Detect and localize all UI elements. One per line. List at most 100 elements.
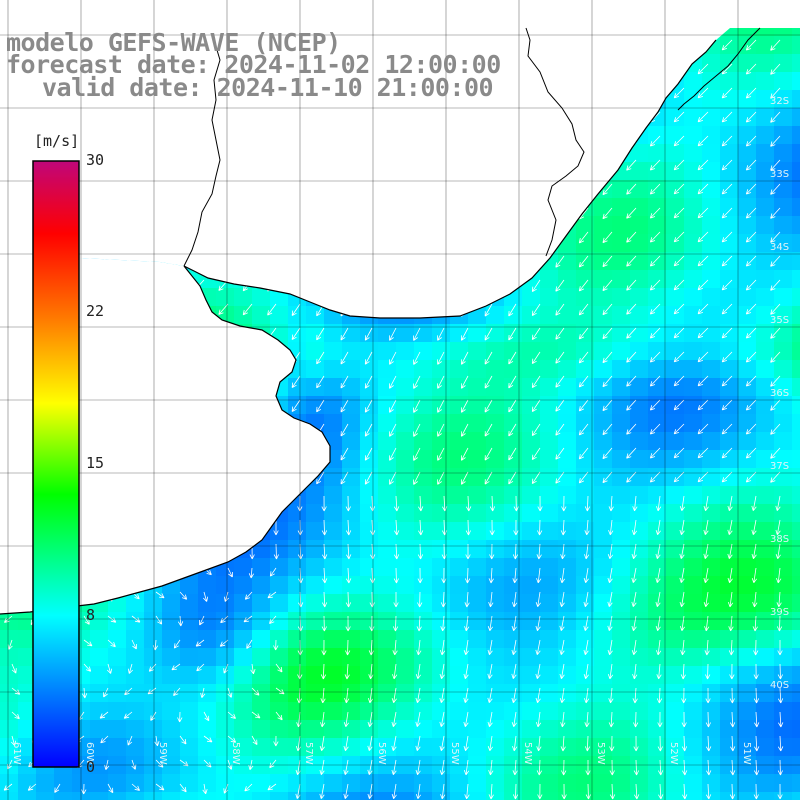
wind-arrow [364, 375, 373, 389]
wind-arrow [461, 351, 469, 365]
lat-label: 40S [770, 680, 789, 691]
wind-arrow [727, 519, 733, 535]
wind-arrow [391, 735, 397, 751]
wind-arrow [389, 327, 397, 341]
wind-arrow [673, 447, 685, 459]
wind-arrow [770, 207, 781, 219]
wind-arrow [703, 519, 709, 535]
wind-arrow [649, 423, 661, 435]
wind-arrow [107, 663, 113, 674]
wind-arrow [531, 327, 541, 341]
wind-arrow [537, 783, 543, 800]
wind-arrow [340, 399, 349, 413]
wind-arrow [463, 711, 469, 727]
wind-arrow [367, 711, 373, 728]
wind-arrow [364, 423, 373, 437]
wind-arrow [578, 447, 589, 460]
wind-arrow [585, 783, 591, 800]
wind-arrow [655, 519, 661, 536]
wind-arrow [227, 735, 237, 743]
wind-arrow [484, 351, 493, 365]
wind-arrow [413, 423, 421, 437]
wind-arrow [415, 711, 421, 727]
wind-arrow [319, 735, 325, 752]
wind-arrow [463, 735, 469, 752]
wind-arrow [536, 735, 542, 752]
wind-arrow [752, 591, 758, 608]
wind-arrow [745, 351, 757, 363]
wind-arrow [555, 375, 565, 388]
wind-arrow [461, 375, 469, 389]
wind-arrow [770, 231, 781, 243]
wind-arrow [745, 423, 757, 435]
wind-arrow [251, 687, 260, 696]
wind-arrow [203, 735, 213, 743]
wind-arrow [770, 471, 781, 483]
wind-arrow [489, 495, 496, 512]
colorbar [32, 160, 80, 768]
wind-arrow [340, 375, 349, 389]
lat-label: 38S [770, 534, 789, 545]
wind-arrow [319, 783, 325, 799]
wind-arrow [345, 639, 351, 656]
wind-arrow [649, 471, 661, 483]
wind-arrow [250, 663, 256, 675]
wind-arrow [440, 783, 446, 800]
wind-arrow [745, 135, 757, 147]
wind-arrow [777, 663, 783, 680]
wind-arrow [649, 255, 661, 267]
wind-arrow [679, 567, 685, 583]
wind-arrow [555, 399, 565, 412]
wind-arrow [227, 567, 233, 578]
wind-arrow [631, 567, 637, 583]
wind-arrow [673, 303, 685, 315]
wind-arrow [745, 111, 757, 123]
wind-arrow [364, 351, 373, 365]
wind-arrow [267, 303, 277, 316]
wind-arrow [367, 783, 373, 800]
wind-arrow [321, 519, 328, 536]
wind-arrow [316, 327, 325, 341]
wind-arrow [439, 639, 446, 656]
wind-arrow [697, 351, 709, 363]
wind-arrow [439, 735, 445, 752]
wind-arrow [218, 303, 229, 315]
wind-arrow [681, 711, 687, 728]
wind-arrow [704, 639, 710, 656]
wind-arrow [488, 567, 494, 584]
wind-arrow [631, 591, 637, 607]
lagoon-outline [677, 27, 761, 111]
wind-arrow [437, 351, 445, 365]
wind-arrow [560, 711, 566, 728]
wind-arrow [393, 567, 399, 584]
wind-arrow [602, 183, 613, 196]
wind-arrow [578, 471, 589, 484]
wind-arrow [227, 687, 233, 698]
wind-arrow [657, 711, 663, 728]
wind-arrow [535, 591, 541, 608]
wind-arrow [512, 543, 519, 560]
wind-arrow [681, 687, 687, 704]
wind-arrow [626, 183, 637, 195]
wind-arrow [697, 207, 709, 219]
colorbar-tick-8: 8 [86, 606, 96, 624]
wind-arrow [697, 183, 709, 195]
wind-arrow [584, 711, 590, 728]
wind-arrow [393, 495, 400, 512]
wind-arrow [602, 447, 613, 460]
wind-arrow [673, 399, 685, 411]
wind-arrow [745, 375, 757, 387]
wind-arrow [752, 615, 758, 632]
wind-arrow [775, 543, 781, 560]
wind-arrow [463, 663, 469, 680]
wind-arrow [559, 615, 565, 631]
wind-arrow [770, 255, 781, 267]
wind-arrow [177, 615, 184, 627]
wind-arrow [608, 495, 614, 512]
wind-arrow [463, 759, 470, 776]
wind-arrow [389, 471, 397, 485]
wind-arrow [555, 471, 565, 484]
wind-arrow [703, 543, 709, 559]
wind-arrow [83, 639, 93, 647]
wind-arrow [626, 159, 637, 171]
